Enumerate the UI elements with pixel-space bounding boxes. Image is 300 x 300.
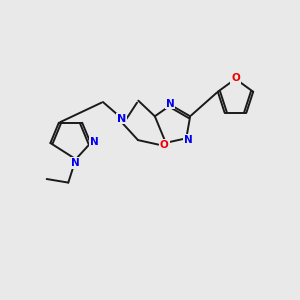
Text: N: N — [71, 158, 80, 168]
Text: N: N — [117, 113, 126, 124]
Text: N: N — [166, 99, 175, 109]
Text: N: N — [184, 135, 193, 145]
Text: O: O — [160, 140, 169, 150]
Text: O: O — [231, 73, 240, 83]
Text: N: N — [90, 136, 99, 146]
